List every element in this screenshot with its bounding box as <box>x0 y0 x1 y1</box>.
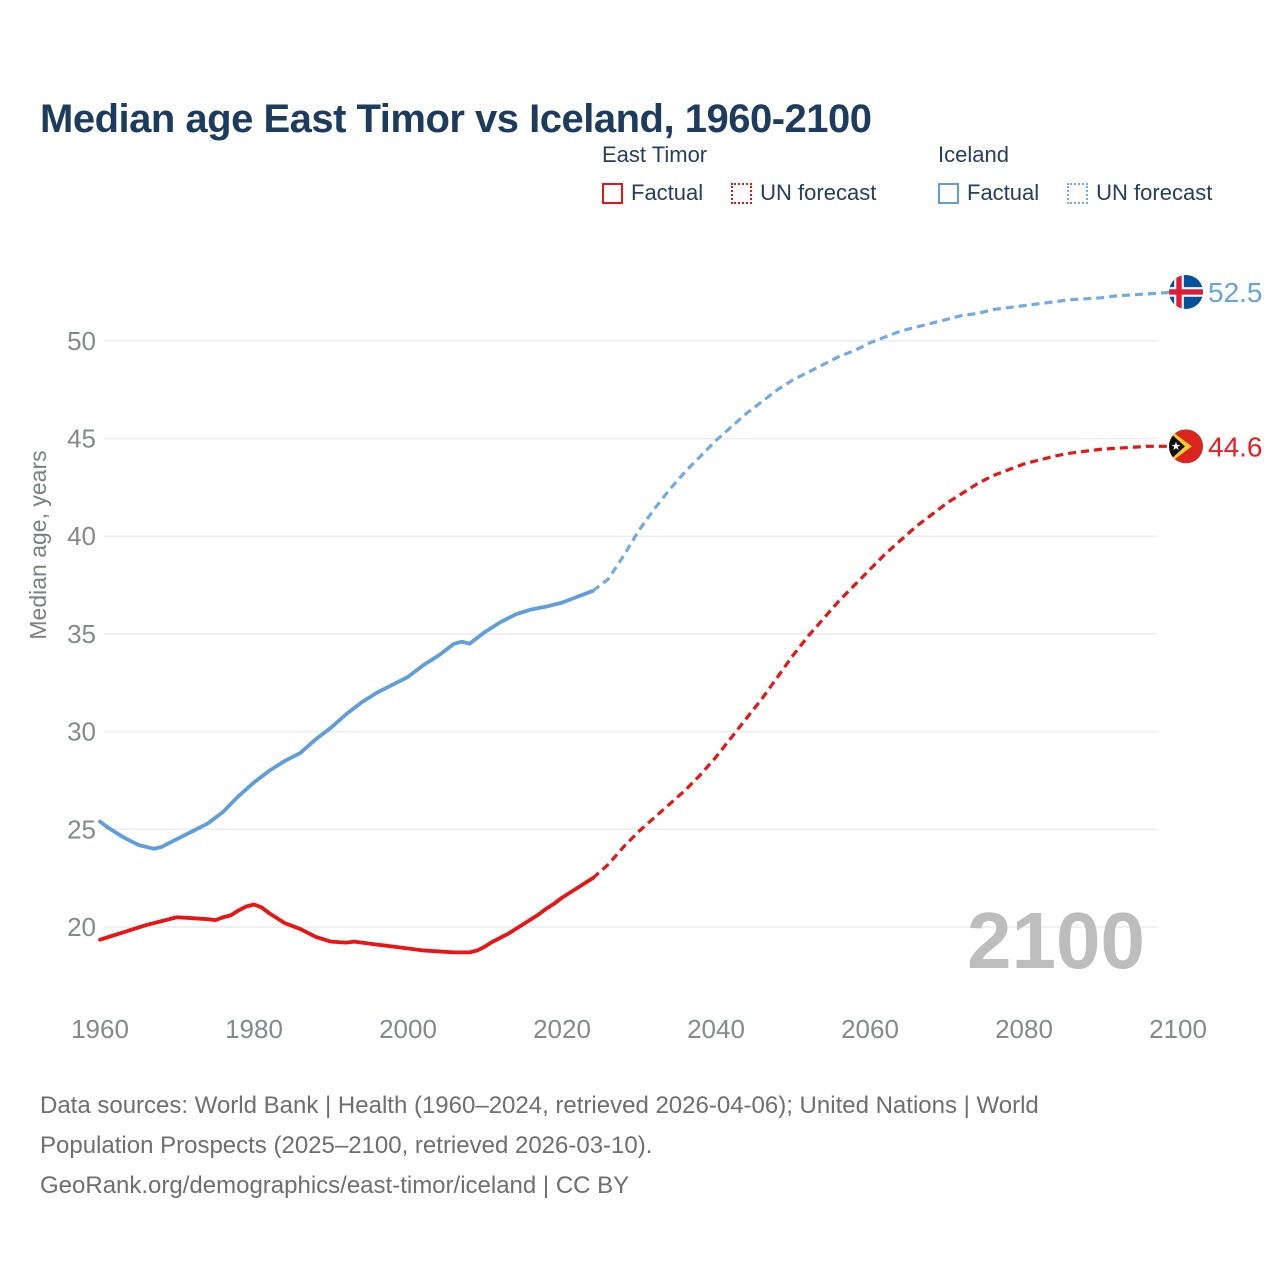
east-timor-factual-line <box>98 876 595 955</box>
y-tick-label: 35 <box>67 619 96 649</box>
footer-line: Data sources: World Bank | Health (1960–… <box>40 1092 1039 1119</box>
legend-group-title: East Timor <box>602 142 708 167</box>
x-tick-label: 2020 <box>533 1014 591 1044</box>
y-tick-label: 20 <box>67 912 96 942</box>
y-tick-label: 45 <box>67 424 96 454</box>
x-tick-label: 2040 <box>687 1014 745 1044</box>
iceland-un-forecast-line <box>591 290 1179 593</box>
x-tick-label: 2000 <box>379 1014 437 1044</box>
legend-item-east-timor-factual: Factual <box>602 180 703 206</box>
legend-swatch-solid-icon <box>602 182 623 204</box>
y-tick-label: 25 <box>67 814 96 844</box>
legend-item-label: UN forecast <box>760 180 877 205</box>
iceland-end-value-label: 52.5 <box>1208 277 1263 308</box>
series-layer: 20 25 30 35 40 45 50 2100 1960 1980 2000 2020 2040 20… <box>25 277 1263 1044</box>
legend-item-iceland-factual: Factual <box>938 180 1039 206</box>
watermark-year: 2100 <box>967 896 1145 985</box>
legend-item-iceland-forecast: UN forecast <box>1067 180 1212 206</box>
x-tick-label: 1960 <box>71 1014 129 1044</box>
legend-items: Factual UN forecast <box>602 180 876 206</box>
footer-line: GeoRank.org/demographics/east-timor/icel… <box>40 1172 630 1199</box>
y-tick-label: 40 <box>67 521 96 551</box>
legend-item-label: Factual <box>631 180 704 205</box>
east-timor-end-value-label: 44.6 <box>1208 431 1263 462</box>
x-tick-label: 2100 <box>1149 1014 1207 1044</box>
legend-item-label: UN forecast <box>1096 180 1213 205</box>
legend-swatch-dotted-icon <box>1067 182 1089 204</box>
y-axis-title: Median age, years <box>25 450 51 639</box>
footer-line: Population Prospects (2025–2100, retriev… <box>40 1132 653 1159</box>
legend-swatch-solid-icon <box>938 182 959 204</box>
x-tick-label: 2080 <box>995 1014 1053 1044</box>
iceland-flag-icon <box>1169 274 1203 309</box>
east-timor-flag-icon <box>1169 429 1203 464</box>
y-tick-label: 30 <box>67 717 96 747</box>
page-title: Median age East Timor vs Iceland, 1960-2… <box>40 96 872 141</box>
x-tick-label: 1980 <box>225 1014 283 1044</box>
legend-swatch-dotted-icon <box>731 182 753 204</box>
iceland-factual-line <box>98 589 595 851</box>
east-timor-un-forecast-line <box>591 444 1178 880</box>
legend-item-label: Factual <box>967 180 1040 205</box>
data-sources-footer: Data sources: World Bank | Health (1960–… <box>40 1086 1039 1206</box>
legend-group-title: Iceland <box>938 142 1009 167</box>
legend-group-east-timor: East Timor Factual UN forecast <box>602 142 876 206</box>
legend-item-east-timor-forecast: UN forecast <box>731 180 876 206</box>
x-tick-label: 2060 <box>841 1014 899 1044</box>
y-tick-label: 50 <box>67 326 96 356</box>
legend-group-iceland: Iceland Factual UN forecast <box>938 142 1212 206</box>
legend-items: Factual UN forecast <box>938 180 1212 206</box>
